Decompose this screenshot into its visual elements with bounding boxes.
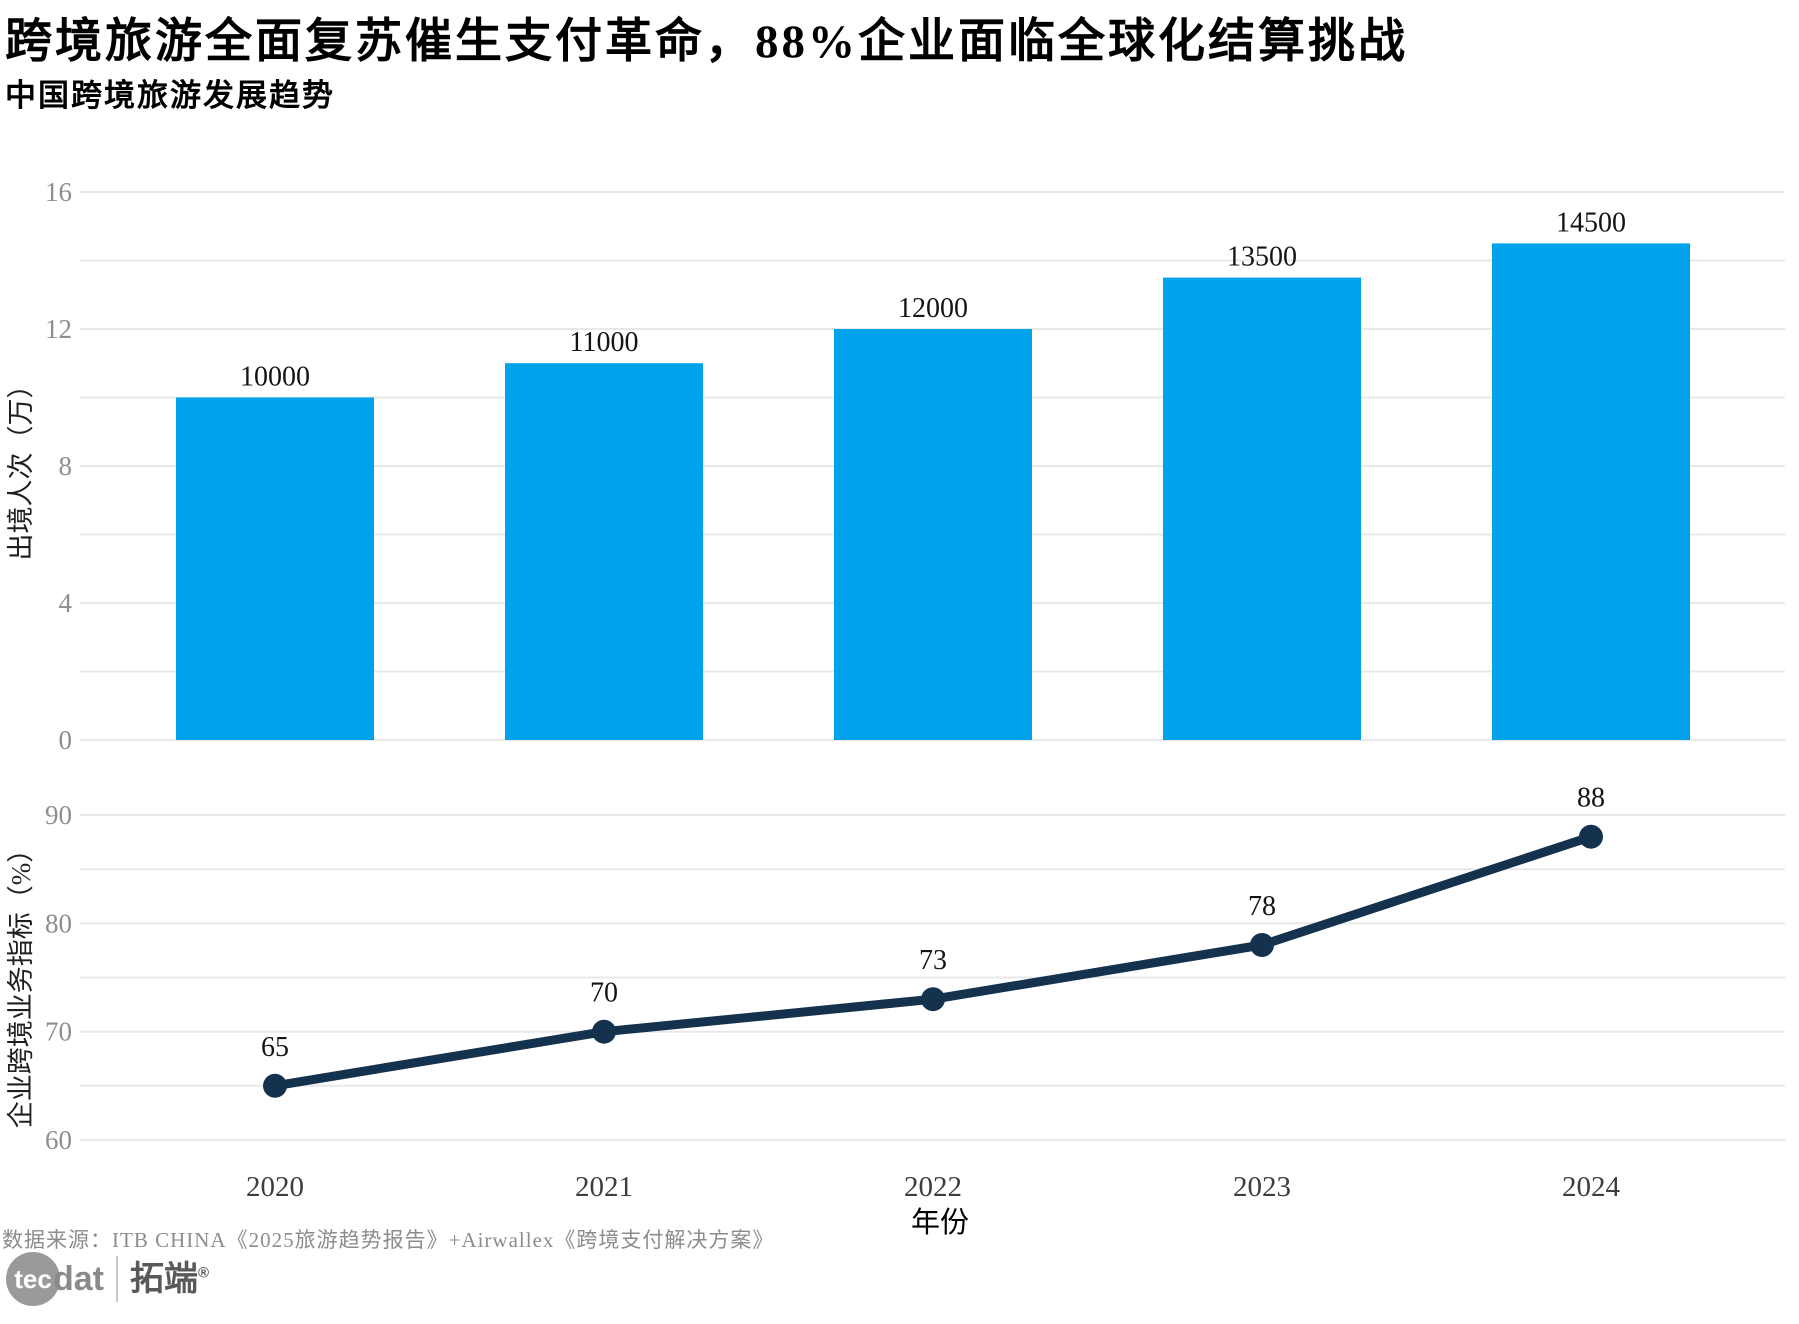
logo-cn-text: 拓端® (130, 1262, 209, 1296)
point-2022 (921, 987, 945, 1012)
x-tick-label-2024: 2024 (1562, 1171, 1621, 1203)
bar-value-label: 11000 (570, 327, 639, 358)
y-tick-label: 4 (59, 588, 73, 618)
bar-2024 (1492, 243, 1690, 740)
page-title: 跨境旅游全面复苏催生支付革命，88%企业面临全球化结算挑战 (5, 16, 1408, 68)
logo-dat-text: dat (53, 1260, 104, 1298)
point-2021 (592, 1019, 616, 1044)
point-value-label: 78 (1248, 891, 1276, 922)
y-axis-title-indicator: 企业跨境业务指标（%） (6, 836, 36, 1129)
point-value-label: 73 (919, 945, 947, 976)
logo-cn-word: 拓端 (130, 1260, 198, 1298)
y-tick-label: 12 (45, 314, 72, 344)
y-tick-label: 8 (59, 451, 73, 481)
bar-2020 (176, 397, 374, 740)
bar-value-label: 13500 (1227, 242, 1297, 273)
tecdat-logo: tec dat 拓端® (6, 1252, 209, 1306)
chart-title: 中国跨境旅游发展趋势 (5, 78, 335, 113)
x-tick-label-2020: 2020 (246, 1171, 304, 1203)
y-tick-label: 16 (45, 177, 72, 207)
point-value-label: 70 (590, 978, 618, 1009)
x-tick-label-2021: 2021 (575, 1171, 633, 1203)
point-2020 (263, 1073, 287, 1098)
bar-2021 (505, 363, 703, 740)
y-axis-title-outbound: 出境人次（万） (6, 372, 36, 561)
registered-mark: ® (198, 1264, 210, 1282)
y-tick-label: 60 (45, 1125, 72, 1155)
x-axis-title: 年份 (911, 1206, 969, 1239)
point-value-label: 65 (261, 1032, 289, 1063)
y-tick-label: 90 (45, 800, 72, 830)
x-tick-label-2022: 2022 (904, 1171, 962, 1203)
bar-2023 (1163, 277, 1361, 740)
logo-separator (116, 1256, 118, 1302)
bar-value-label: 14500 (1556, 207, 1626, 238)
logo-circle-icon: tec (6, 1252, 60, 1306)
y-tick-label: 80 (45, 908, 72, 938)
y-tick-label: 0 (59, 725, 73, 755)
y-tick-label: 70 (45, 1017, 72, 1047)
bar-value-label: 12000 (898, 293, 968, 324)
point-2024 (1579, 824, 1603, 849)
bar-value-label: 10000 (240, 362, 310, 393)
logo-tec-text: tec (14, 1264, 52, 1294)
bar-2022 (834, 329, 1032, 740)
data-source: 数据来源：ITB CHINA《2025旅游趋势报告》+Airwallex《跨境支… (2, 1228, 775, 1252)
x-tick-label-2023: 2023 (1233, 1171, 1291, 1203)
point-2023 (1250, 933, 1274, 957)
point-value-label: 88 (1577, 783, 1605, 814)
